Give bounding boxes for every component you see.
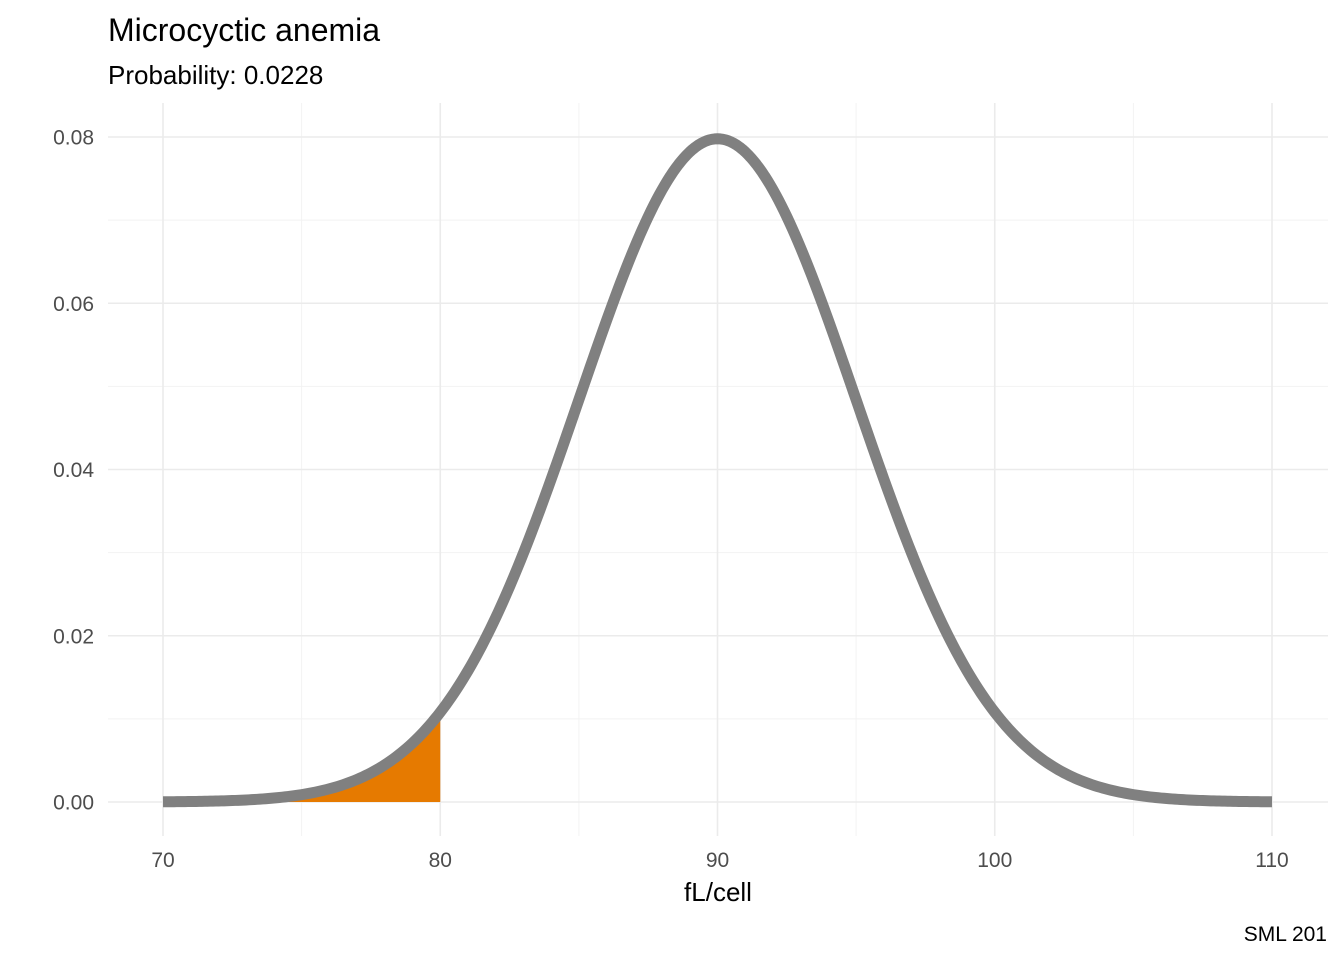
x-axis-title: fL/cell — [684, 877, 752, 907]
x-tick-label: 100 — [977, 849, 1012, 872]
x-axis-ticks: 70 80 90 100 110 — [151, 849, 1288, 872]
chart-title: Microcyctic anemia — [108, 12, 380, 48]
shaded-probability-area — [163, 712, 441, 802]
shaded-area-group — [163, 712, 441, 802]
y-axis-ticks: 0.00 0.02 0.04 0.06 0.08 — [53, 127, 94, 815]
x-tick-label: 80 — [429, 849, 452, 872]
chart-caption: SML 201 — [1244, 923, 1327, 946]
density-curve — [160, 133, 1275, 808]
y-tick-label: 0.00 — [53, 792, 94, 815]
x-tick-label: 90 — [706, 849, 729, 872]
y-tick-label: 0.08 — [53, 127, 94, 150]
y-tick-label: 0.04 — [53, 459, 94, 482]
chart-subtitle: Probability: 0.0228 — [108, 60, 323, 90]
x-tick-label: 70 — [151, 849, 174, 872]
y-tick-label: 0.02 — [53, 625, 94, 648]
density-curve-group — [160, 133, 1275, 808]
x-tick-label: 110 — [1255, 849, 1288, 872]
y-tick-label: 0.06 — [53, 293, 94, 316]
grid-lines — [108, 103, 1328, 836]
